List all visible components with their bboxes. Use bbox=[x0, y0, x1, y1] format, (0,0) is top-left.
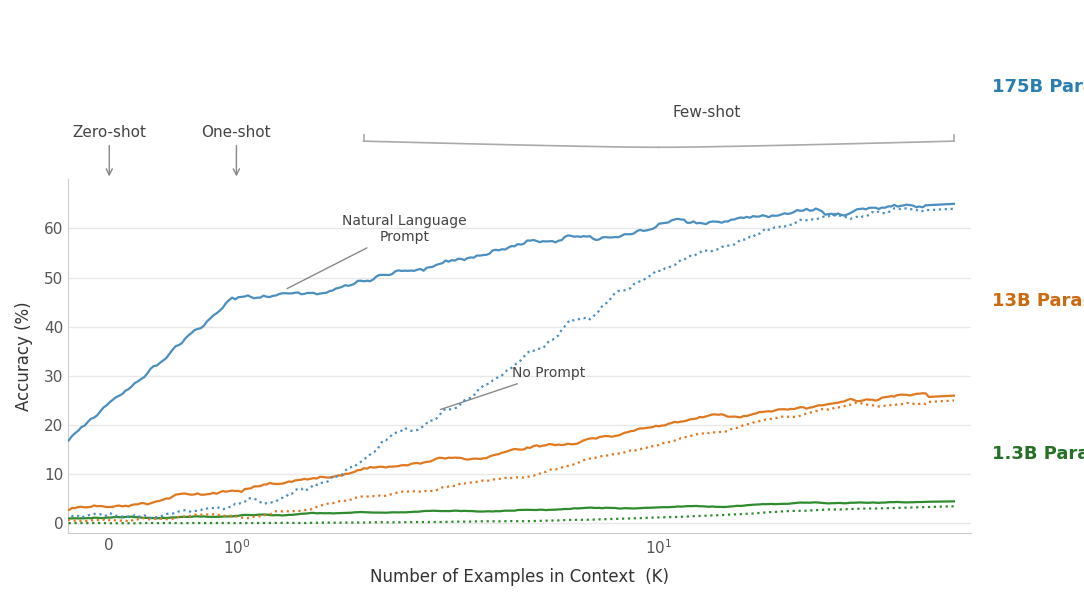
Text: No Prompt: No Prompt bbox=[440, 366, 585, 409]
Text: Few-shot: Few-shot bbox=[673, 105, 741, 120]
Text: 13B Params: 13B Params bbox=[992, 291, 1084, 310]
Text: 1.3B Params: 1.3B Params bbox=[992, 445, 1084, 463]
Text: Natural Language
Prompt: Natural Language Prompt bbox=[287, 214, 467, 288]
Text: 175B Params: 175B Params bbox=[992, 78, 1084, 96]
Y-axis label: Accuracy (%): Accuracy (%) bbox=[15, 302, 33, 411]
Text: One-shot: One-shot bbox=[202, 125, 271, 175]
Text: Zero-shot: Zero-shot bbox=[73, 125, 146, 175]
X-axis label: Number of Examples in Context  (K): Number of Examples in Context (K) bbox=[371, 568, 670, 586]
